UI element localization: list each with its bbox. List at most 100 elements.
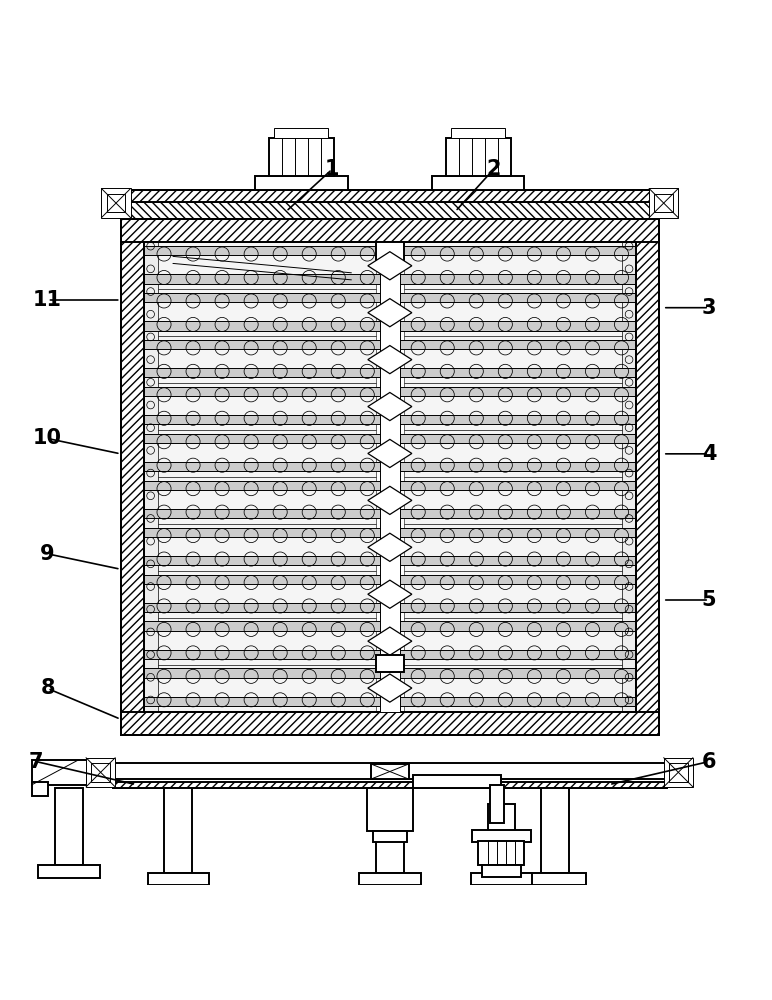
Bar xyxy=(32,760,105,785)
Bar xyxy=(381,262,399,269)
Bar xyxy=(452,128,505,138)
Bar xyxy=(404,383,636,430)
Bar xyxy=(144,556,636,565)
Bar xyxy=(113,779,667,788)
Bar xyxy=(164,788,192,873)
Bar xyxy=(404,618,636,665)
Polygon shape xyxy=(367,439,411,468)
Bar xyxy=(144,618,376,665)
Bar xyxy=(490,785,503,823)
Polygon shape xyxy=(367,627,411,655)
Text: 5: 5 xyxy=(702,590,716,610)
Bar xyxy=(144,289,376,336)
Bar xyxy=(144,321,636,331)
Bar xyxy=(144,242,157,712)
Bar xyxy=(144,368,636,377)
Bar xyxy=(144,509,636,518)
Bar xyxy=(113,763,667,782)
Bar xyxy=(144,481,636,490)
Polygon shape xyxy=(367,252,411,280)
Bar xyxy=(404,477,636,524)
Bar xyxy=(404,242,636,289)
Text: 1: 1 xyxy=(325,159,340,179)
Polygon shape xyxy=(367,299,411,327)
Bar xyxy=(471,873,532,885)
Bar xyxy=(144,383,376,430)
Text: 7: 7 xyxy=(29,752,43,772)
Bar xyxy=(376,788,404,873)
Bar xyxy=(144,293,636,302)
Bar xyxy=(404,665,636,712)
Bar xyxy=(664,758,693,787)
Bar xyxy=(144,274,636,284)
Bar xyxy=(482,865,520,877)
Text: 3: 3 xyxy=(702,298,716,318)
Bar xyxy=(144,477,376,524)
Bar xyxy=(144,575,636,584)
Bar xyxy=(373,831,407,842)
Bar xyxy=(256,176,347,190)
Bar xyxy=(144,524,376,571)
Bar xyxy=(144,340,636,349)
Polygon shape xyxy=(120,219,144,735)
Polygon shape xyxy=(120,190,659,202)
Bar xyxy=(404,289,636,336)
Bar xyxy=(144,242,376,289)
Polygon shape xyxy=(120,712,659,735)
Bar xyxy=(32,782,48,796)
Bar xyxy=(541,788,569,873)
Bar xyxy=(144,603,636,612)
Bar xyxy=(404,336,636,383)
Bar xyxy=(367,788,413,831)
Bar xyxy=(86,758,115,787)
Bar xyxy=(144,430,376,477)
Bar xyxy=(359,873,421,885)
Polygon shape xyxy=(367,580,411,608)
Bar xyxy=(144,621,636,631)
Bar xyxy=(144,462,636,471)
Bar xyxy=(269,138,334,176)
Bar xyxy=(144,246,636,255)
Text: 10: 10 xyxy=(33,428,62,448)
Bar xyxy=(404,571,636,618)
Bar xyxy=(144,528,636,537)
Bar xyxy=(488,804,515,873)
Bar xyxy=(404,524,636,571)
Bar xyxy=(376,242,404,264)
Bar xyxy=(101,188,130,218)
Polygon shape xyxy=(367,674,411,702)
Bar xyxy=(371,764,409,779)
Bar xyxy=(649,188,679,218)
Bar xyxy=(472,830,530,842)
Bar xyxy=(655,194,673,212)
Text: 2: 2 xyxy=(486,159,501,179)
Polygon shape xyxy=(367,346,411,374)
Polygon shape xyxy=(113,782,667,788)
Bar xyxy=(432,176,524,190)
Bar xyxy=(107,194,125,212)
Text: 8: 8 xyxy=(40,678,55,698)
Text: 11: 11 xyxy=(33,290,62,310)
Bar xyxy=(404,430,636,477)
Polygon shape xyxy=(120,219,659,242)
Bar xyxy=(144,650,636,659)
Bar xyxy=(56,788,83,865)
Bar xyxy=(91,763,110,782)
Text: 6: 6 xyxy=(702,752,716,772)
Bar xyxy=(144,571,376,618)
Polygon shape xyxy=(367,486,411,514)
Bar xyxy=(669,763,688,782)
Bar xyxy=(376,655,404,672)
Bar xyxy=(144,665,376,712)
Polygon shape xyxy=(120,202,659,219)
Bar xyxy=(446,138,510,176)
Bar xyxy=(144,697,636,706)
Polygon shape xyxy=(367,392,411,421)
Bar xyxy=(524,873,586,885)
Polygon shape xyxy=(636,219,659,735)
Text: 9: 9 xyxy=(40,544,55,564)
Bar xyxy=(380,242,400,712)
Text: 4: 4 xyxy=(702,444,716,464)
Bar xyxy=(479,841,524,865)
Bar xyxy=(144,668,636,678)
